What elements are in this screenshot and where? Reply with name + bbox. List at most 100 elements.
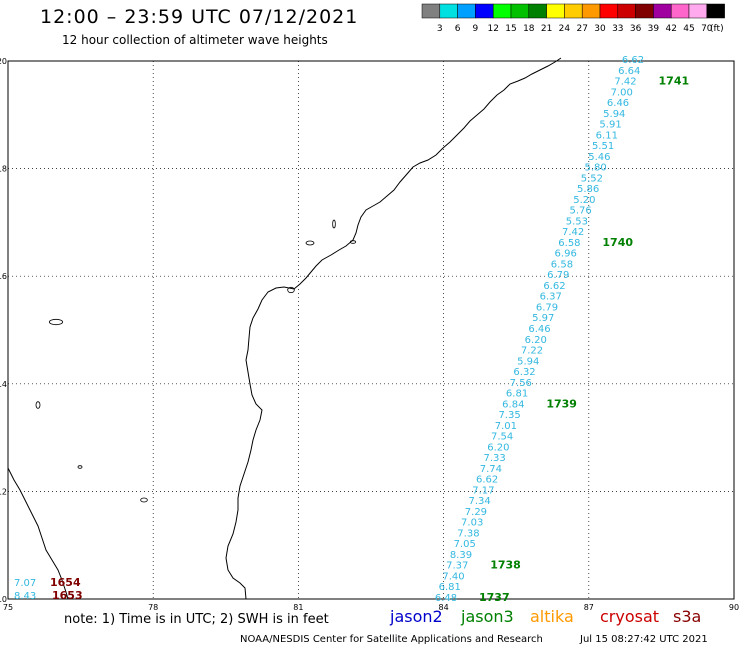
swh-value: 6.81: [506, 389, 528, 400]
island: [77, 465, 83, 469]
island: [305, 240, 315, 246]
swh-value: 5.52: [581, 173, 603, 184]
colorbar-label: 36: [630, 24, 642, 34]
legend-jason3: jason3: [461, 607, 514, 626]
swh-value: 7.05: [454, 539, 476, 550]
cryosat-time-label: 1654: [50, 576, 81, 589]
swh-value: 5.91: [599, 120, 621, 131]
swh-value: 5.94: [517, 356, 539, 367]
footer-note: note: 1) Time is in UTC; 2) SWH is in fe…: [64, 612, 329, 627]
swh-value: 7.38: [457, 528, 479, 539]
swh-value: 6.20: [525, 335, 547, 346]
colorbar-label: 12: [487, 24, 498, 34]
colorbar-label: 70: [701, 24, 713, 34]
legend-s3a: s3a: [673, 607, 702, 626]
swh-value: 5.20: [573, 195, 595, 206]
pass-time-label: 1739: [546, 397, 577, 410]
colorbar-unit: (ft): [710, 24, 724, 34]
swh-value: 5.53: [566, 216, 588, 227]
island: [287, 286, 295, 294]
swh-value: 7.22: [521, 346, 543, 357]
swh-value: 6.32: [513, 367, 535, 378]
colorbar-swatch: [706, 3, 725, 19]
swh-value: 5.51: [592, 141, 614, 152]
island: [140, 497, 148, 503]
island: [35, 401, 41, 409]
swh-value: 7.74: [480, 464, 502, 475]
x-tick-label: 87: [584, 603, 594, 612]
x-tick-label: 84: [439, 603, 449, 612]
chart-subtitle: 12 hour collection of altimeter wave hei…: [62, 33, 328, 47]
swh-value: 5.97: [532, 313, 554, 324]
colorbar-label: 21: [541, 24, 552, 34]
swh-value: 6.11: [596, 130, 618, 141]
swh-value: 7.37: [446, 561, 468, 572]
swh-value: 7.35: [498, 410, 520, 421]
cryosat-value: 7.07: [14, 578, 36, 589]
pass-time-label: 1740: [602, 236, 633, 249]
swh-value: 6.46: [607, 98, 629, 109]
swh-value: 6.46: [528, 324, 550, 335]
colorbar-label: 15: [505, 24, 516, 34]
swh-value: 5.76: [570, 206, 592, 217]
swh-value: 7.34: [469, 496, 491, 507]
pass-time-label: 1741: [659, 75, 690, 88]
colorbar-label: 6: [455, 24, 461, 34]
swh-value: 7.42: [614, 77, 636, 88]
legend-cryosat: cryosat: [600, 607, 660, 626]
swh-value: 8.39: [450, 550, 472, 561]
swh-value: 6.62: [543, 281, 565, 292]
coastline-west: [7, 467, 69, 600]
x-tick-label: 81: [293, 603, 303, 612]
credit-text: NOAA/NESDIS Center for Satellite Applica…: [240, 634, 543, 645]
x-tick-label: 75: [3, 603, 13, 612]
colorbar-label: 39: [648, 24, 660, 34]
chart-title: 12:00 – 23:59 UTC 07/12/2021: [40, 6, 359, 28]
y-tick-label: 14: [0, 380, 7, 389]
coastline: [225, 57, 562, 600]
legend-jason2: jason2: [390, 607, 443, 626]
x-tick-label: 90: [729, 603, 739, 612]
island: [349, 240, 357, 244]
swh-value: 7.40: [442, 571, 464, 582]
y-tick-label: 18: [0, 165, 7, 174]
colorbar-label: 45: [683, 24, 694, 34]
y-tick-label: 16: [0, 272, 7, 281]
swh-value: 6.81: [439, 582, 461, 593]
pass-time-label: 1737: [479, 591, 510, 604]
y-tick-label: 10: [0, 595, 7, 604]
swh-value: 5.86: [577, 184, 599, 195]
colorbar-label: 3: [437, 24, 443, 34]
swh-value: 6.84: [502, 399, 524, 410]
colorbar-label: 42: [665, 24, 676, 34]
swh-value: 7.17: [472, 485, 494, 496]
swh-value: 6.62: [622, 55, 644, 66]
legend-altika: altika: [530, 607, 574, 626]
swh-value: 5.80: [584, 163, 606, 174]
swh-value: 7.01: [495, 421, 517, 432]
pass-time-label: 1738: [490, 559, 521, 572]
swh-value: 7.54: [491, 432, 513, 443]
swh-value: 7.42: [562, 227, 584, 238]
swh-value: 6.62: [476, 475, 498, 486]
swh-value: 7.56: [510, 378, 532, 389]
island: [48, 318, 64, 326]
colorbar-label: 30: [594, 24, 606, 34]
swh-value: 6.96: [555, 249, 577, 260]
y-tick-label: 20: [0, 57, 7, 66]
swh-value: 5.94: [603, 109, 625, 120]
colorbar-label: 18: [523, 24, 535, 34]
swh-value: 7.03: [461, 518, 483, 529]
credit-timestamp: Jul 15 08:27:42 UTC 2021: [580, 634, 708, 645]
swh-value: 6.48: [435, 593, 457, 604]
swh-value: 6.64: [618, 66, 640, 77]
swh-value: 7.29: [465, 507, 487, 518]
colorbar-label: 9: [473, 24, 479, 34]
cryosat-value: 8.43: [14, 591, 36, 602]
x-tick-label: 78: [148, 603, 158, 612]
colorbar-label: 33: [612, 24, 623, 34]
swh-value: 6.79: [536, 302, 558, 313]
swh-value: 6.37: [540, 292, 562, 303]
colorbar-label: 27: [576, 24, 587, 34]
